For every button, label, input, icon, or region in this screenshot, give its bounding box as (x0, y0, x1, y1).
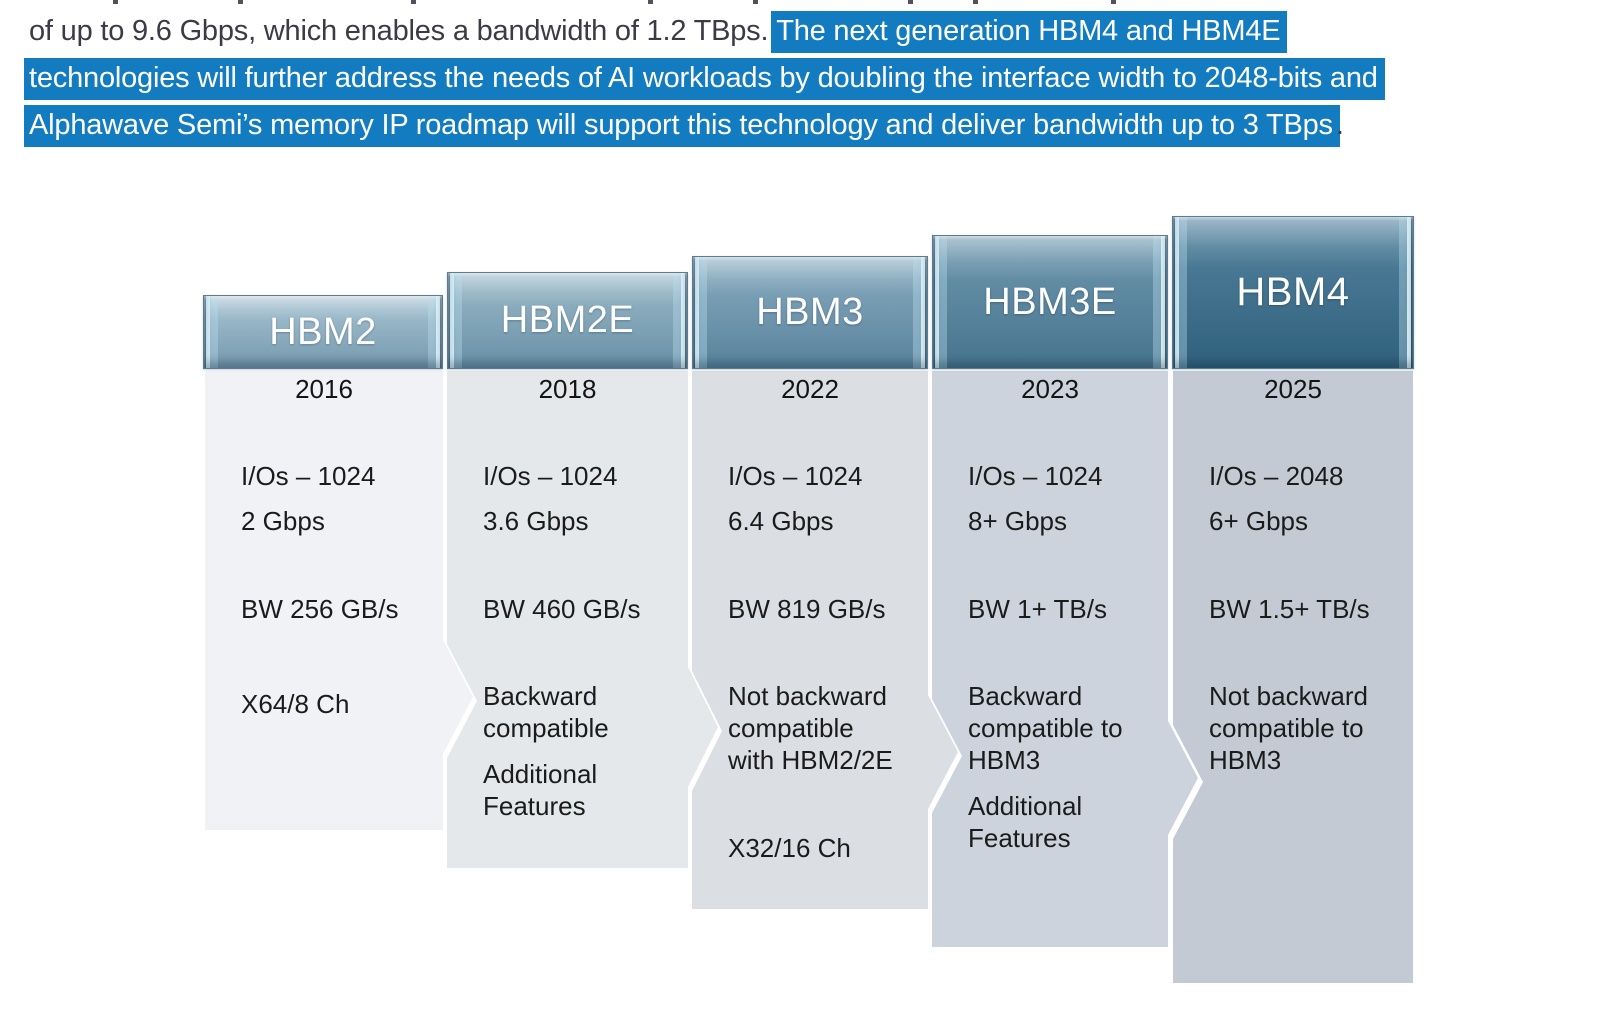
header-label: HBM3E (983, 280, 1117, 323)
header-label: HBM2 (269, 310, 377, 353)
header-label: HBM3 (756, 291, 864, 333)
highlighted-text: Alphawave Semi’s memory IP roadmap will … (24, 105, 1340, 147)
column-body-hbm2 (205, 371, 473, 830)
note: Not backward compatible to HBM3 (1209, 681, 1368, 775)
ios-spec: I/Os – 2048 (1209, 461, 1344, 491)
notes-block: Backward compatible Additional Features (483, 680, 659, 822)
speed-spec: 3.6 Gbps (483, 506, 589, 536)
year-label: 2025 (1264, 374, 1322, 404)
highlighted-text: technologies will further address the ne… (24, 58, 1385, 100)
notes-block: Not backward compatible with HBM2/2E X32… (728, 680, 904, 864)
clipped-text-remnant (1111, 0, 1116, 4)
column-body-hbm3e (932, 371, 1198, 947)
bandwidth-spec: BW 1.5+ TB/s (1209, 594, 1370, 624)
header-hbm3: HBM3 (692, 256, 928, 369)
paragraph-line: technologies will further address the ne… (24, 55, 1589, 102)
speed-spec: 6+ Gbps (1209, 506, 1309, 536)
column-body-hbm4 (1173, 371, 1413, 983)
bandwidth-spec: BW 819 GB/s (728, 594, 886, 624)
note: Backward compatible to HBM3 (968, 681, 1123, 775)
column-body-hbm2e (447, 371, 718, 868)
note: Not backward compatible with HBM2/2E (728, 681, 893, 775)
clipped-text-remnant (908, 0, 913, 4)
speed-spec: 6.4 Gbps (728, 506, 834, 536)
clipped-text-remnant (113, 0, 118, 4)
notes-block: Not backward compatible to HBM3 (1209, 680, 1385, 776)
note: Additional Features (968, 791, 1083, 853)
year-label: 2016 (295, 374, 353, 404)
bandwidth-spec: BW 460 GB/s (483, 594, 641, 624)
header-hbm4: HBM4 (1172, 216, 1414, 369)
clipped-text-remnant (753, 0, 758, 4)
body-paragraph: of up to 9.6 Gbps, which enables a bandw… (24, 8, 1589, 149)
ios-spec: I/Os – 1024 (483, 461, 618, 491)
year-label: 2022 (781, 374, 839, 404)
header-hbm2: HBM2 (203, 295, 443, 369)
clipped-text-remnant (973, 0, 978, 4)
clipped-text-remnant (238, 0, 243, 4)
header-label: HBM2E (500, 299, 635, 341)
note: X32/16 Ch (728, 833, 851, 863)
notes-block: X64/8 Ch (241, 688, 417, 720)
notes-block: Backward compatible to HBM3 Additional F… (968, 680, 1144, 854)
header-hbm3e: HBM3E (932, 235, 1168, 369)
bandwidth-spec: BW 256 GB/s (241, 594, 399, 624)
paragraph-text: . (1335, 109, 1344, 141)
header-hbm2e: HBM2E (447, 272, 688, 369)
column-body-hbm3 (692, 371, 958, 909)
paragraph-line: Alphawave Semi’s memory IP roadmap will … (24, 102, 1589, 149)
header-label: HBM4 (1236, 270, 1350, 314)
year-label: 2018 (538, 374, 597, 404)
highlighted-text: The next generation HBM4 and HBM4E (771, 11, 1288, 53)
year-label: 2023 (1021, 374, 1079, 404)
note: Additional Features (483, 759, 598, 821)
speed-spec: 2 Gbps (241, 506, 325, 536)
clipped-text-remnant (648, 0, 653, 4)
note: X64/8 Ch (241, 689, 350, 719)
note: Backward compatible (483, 681, 609, 743)
clipped-text-remnant (411, 0, 416, 4)
ios-spec: I/Os – 1024 (728, 461, 863, 491)
ios-spec: I/Os – 1024 (968, 461, 1103, 491)
bandwidth-spec: BW 1+ TB/s (968, 594, 1107, 624)
paragraph-line: of up to 9.6 Gbps, which enables a bandw… (29, 8, 1589, 55)
ios-spec: I/Os – 1024 (241, 461, 376, 491)
speed-spec: 8+ Gbps (968, 506, 1068, 536)
paragraph-text: of up to 9.6 Gbps, which enables a bandw… (29, 15, 777, 47)
